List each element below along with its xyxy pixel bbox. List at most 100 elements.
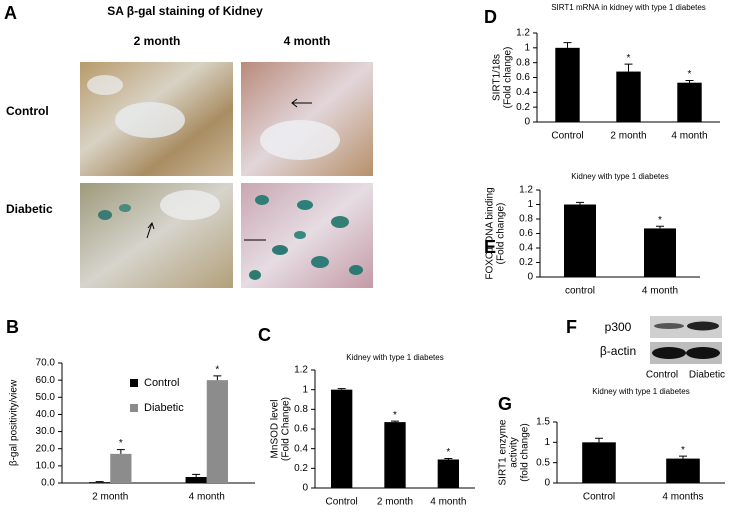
- y-tick-label: 10.0: [36, 460, 56, 471]
- y-tick-label: 0.4: [516, 87, 530, 98]
- y-tick-label: 0.4: [294, 443, 308, 454]
- y-axis-label: MnSOD level: [270, 400, 281, 459]
- bar: [582, 442, 616, 483]
- y-tick-label: 0.5: [536, 457, 550, 468]
- bar: [110, 453, 132, 483]
- bar: [384, 422, 406, 488]
- y-tick-label: 0: [527, 272, 533, 283]
- panel-letter: D: [484, 7, 497, 27]
- y-tick-label: 0: [544, 478, 550, 489]
- error-bar: [624, 63, 633, 72]
- bar: [644, 228, 676, 277]
- error-bar: [337, 388, 346, 390]
- panel-letter: B: [6, 317, 19, 337]
- legend-label: Control: [144, 377, 179, 389]
- chart-title: SIRT1 mRNA in kidney with type 1 diabete…: [551, 3, 706, 12]
- error-bar: [116, 449, 125, 454]
- y-tick-label: 0.8: [516, 57, 530, 68]
- x-tick-label: 2 month: [92, 492, 128, 503]
- significance-mark: *: [681, 445, 685, 456]
- y-tick-label: 0.6: [294, 424, 308, 435]
- significance-mark: *: [658, 215, 662, 226]
- y-tick-label: 40.0: [36, 409, 56, 420]
- western-blot: [650, 316, 722, 364]
- blot-label: Control: [646, 370, 678, 381]
- y-tick-label: 0.8: [294, 404, 308, 415]
- y-tick-label: 1: [527, 199, 533, 210]
- row-label: Control: [6, 104, 49, 118]
- y-tick-label: 20.0: [36, 443, 56, 454]
- bar: [89, 482, 111, 483]
- error-bar: [685, 79, 694, 83]
- y-axis-label: β-gal positivity/view: [9, 379, 20, 466]
- column-label: 4 month: [284, 34, 331, 48]
- y-axis-label: (Fold change): [503, 47, 514, 109]
- significance-mark: *: [688, 69, 692, 80]
- significance-mark: *: [393, 410, 397, 421]
- y-tick-label: 1: [544, 437, 550, 448]
- y-tick-label: 0.2: [516, 102, 530, 113]
- error-bar: [563, 42, 572, 48]
- panel-letter: A: [4, 3, 17, 23]
- significance-mark: *: [446, 447, 450, 458]
- bar: [185, 477, 207, 483]
- blot-label: β-actin: [600, 344, 636, 358]
- x-tick-label: 4 months: [662, 492, 703, 503]
- y-tick-label: 0.8: [519, 214, 533, 225]
- y-axis-label: SIRT1/18s: [492, 54, 503, 101]
- x-tick-label: Control: [583, 492, 615, 503]
- x-tick-label: 2 month: [377, 497, 413, 508]
- bar: [206, 380, 228, 483]
- significance-mark: *: [119, 438, 123, 449]
- bar: [555, 47, 580, 123]
- significance-mark: *: [215, 364, 219, 375]
- y-tick-label: 30.0: [36, 426, 56, 437]
- y-axis-label: FOXO1 DNA binding: [485, 187, 496, 279]
- bar: [677, 82, 702, 122]
- row-label: Diabetic: [6, 202, 53, 216]
- x-tick-label: 4 month: [430, 497, 466, 508]
- legend-swatch: [130, 404, 138, 412]
- bar: [564, 204, 596, 277]
- legend-swatch: [130, 379, 138, 387]
- error-bar: [192, 473, 201, 477]
- error-bar: [95, 481, 104, 483]
- y-tick-label: 0.2: [519, 257, 533, 268]
- x-tick-label: control: [565, 286, 595, 297]
- error-bar: [213, 375, 222, 381]
- y-tick-label: 1: [524, 42, 530, 53]
- bar: [331, 389, 353, 488]
- blot-label: p300: [605, 320, 632, 334]
- x-tick-label: 2 month: [610, 131, 646, 142]
- error-bar: [576, 201, 584, 205]
- error-bar: [595, 437, 603, 443]
- x-tick-label: 4 month: [642, 286, 678, 297]
- panel-title: SA β-gal staining of Kidney: [107, 4, 263, 18]
- blot-label: Diabetic: [689, 370, 725, 381]
- significance-mark: *: [627, 53, 631, 64]
- y-tick-label: 0.6: [516, 72, 530, 83]
- y-axis-label: SIRT1 enzyme: [498, 419, 509, 485]
- chart-title: Kidney with type 1 diabetes: [571, 172, 668, 181]
- error-bar: [656, 225, 664, 229]
- y-axis-label: (fold change): [520, 423, 531, 481]
- legend-label: Diabetic: [144, 402, 184, 414]
- y-axis-label: activity: [509, 437, 520, 468]
- y-tick-label: 0.4: [519, 243, 533, 254]
- panel-letter: C: [258, 325, 271, 345]
- y-tick-label: 0: [302, 483, 308, 494]
- bar: [437, 459, 459, 488]
- y-tick-label: 0.2: [294, 463, 308, 474]
- micrographs: [80, 62, 373, 288]
- panel-letter: G: [498, 394, 512, 414]
- column-label: 2 month: [134, 34, 181, 48]
- bar: [666, 458, 700, 483]
- y-tick-label: 1.2: [294, 365, 308, 376]
- y-tick-label: 50.0: [36, 392, 56, 403]
- y-tick-label: 1.2: [516, 28, 530, 39]
- error-bar: [391, 420, 399, 423]
- bar: [616, 71, 641, 122]
- y-axis-label: (Fold Change): [281, 397, 292, 461]
- y-tick-label: 1.5: [536, 417, 550, 428]
